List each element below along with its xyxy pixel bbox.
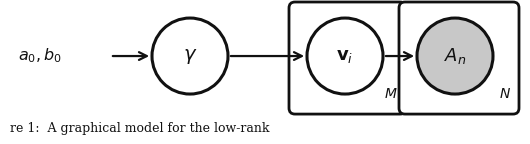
Text: $A_n$: $A_n$	[444, 46, 466, 66]
Ellipse shape	[152, 18, 228, 94]
Ellipse shape	[307, 18, 383, 94]
Text: $a_0, b_0$: $a_0, b_0$	[18, 47, 62, 65]
FancyBboxPatch shape	[399, 2, 519, 114]
FancyBboxPatch shape	[289, 2, 406, 114]
Text: re 1:  A graphical model for the low-rank: re 1: A graphical model for the low-rank	[10, 122, 269, 135]
Text: $N$: $N$	[499, 87, 511, 101]
Text: $\gamma$: $\gamma$	[183, 47, 197, 66]
Text: $M$: $M$	[384, 87, 398, 101]
Text: $\mathbf{v}_i$: $\mathbf{v}_i$	[337, 47, 354, 65]
Ellipse shape	[417, 18, 493, 94]
